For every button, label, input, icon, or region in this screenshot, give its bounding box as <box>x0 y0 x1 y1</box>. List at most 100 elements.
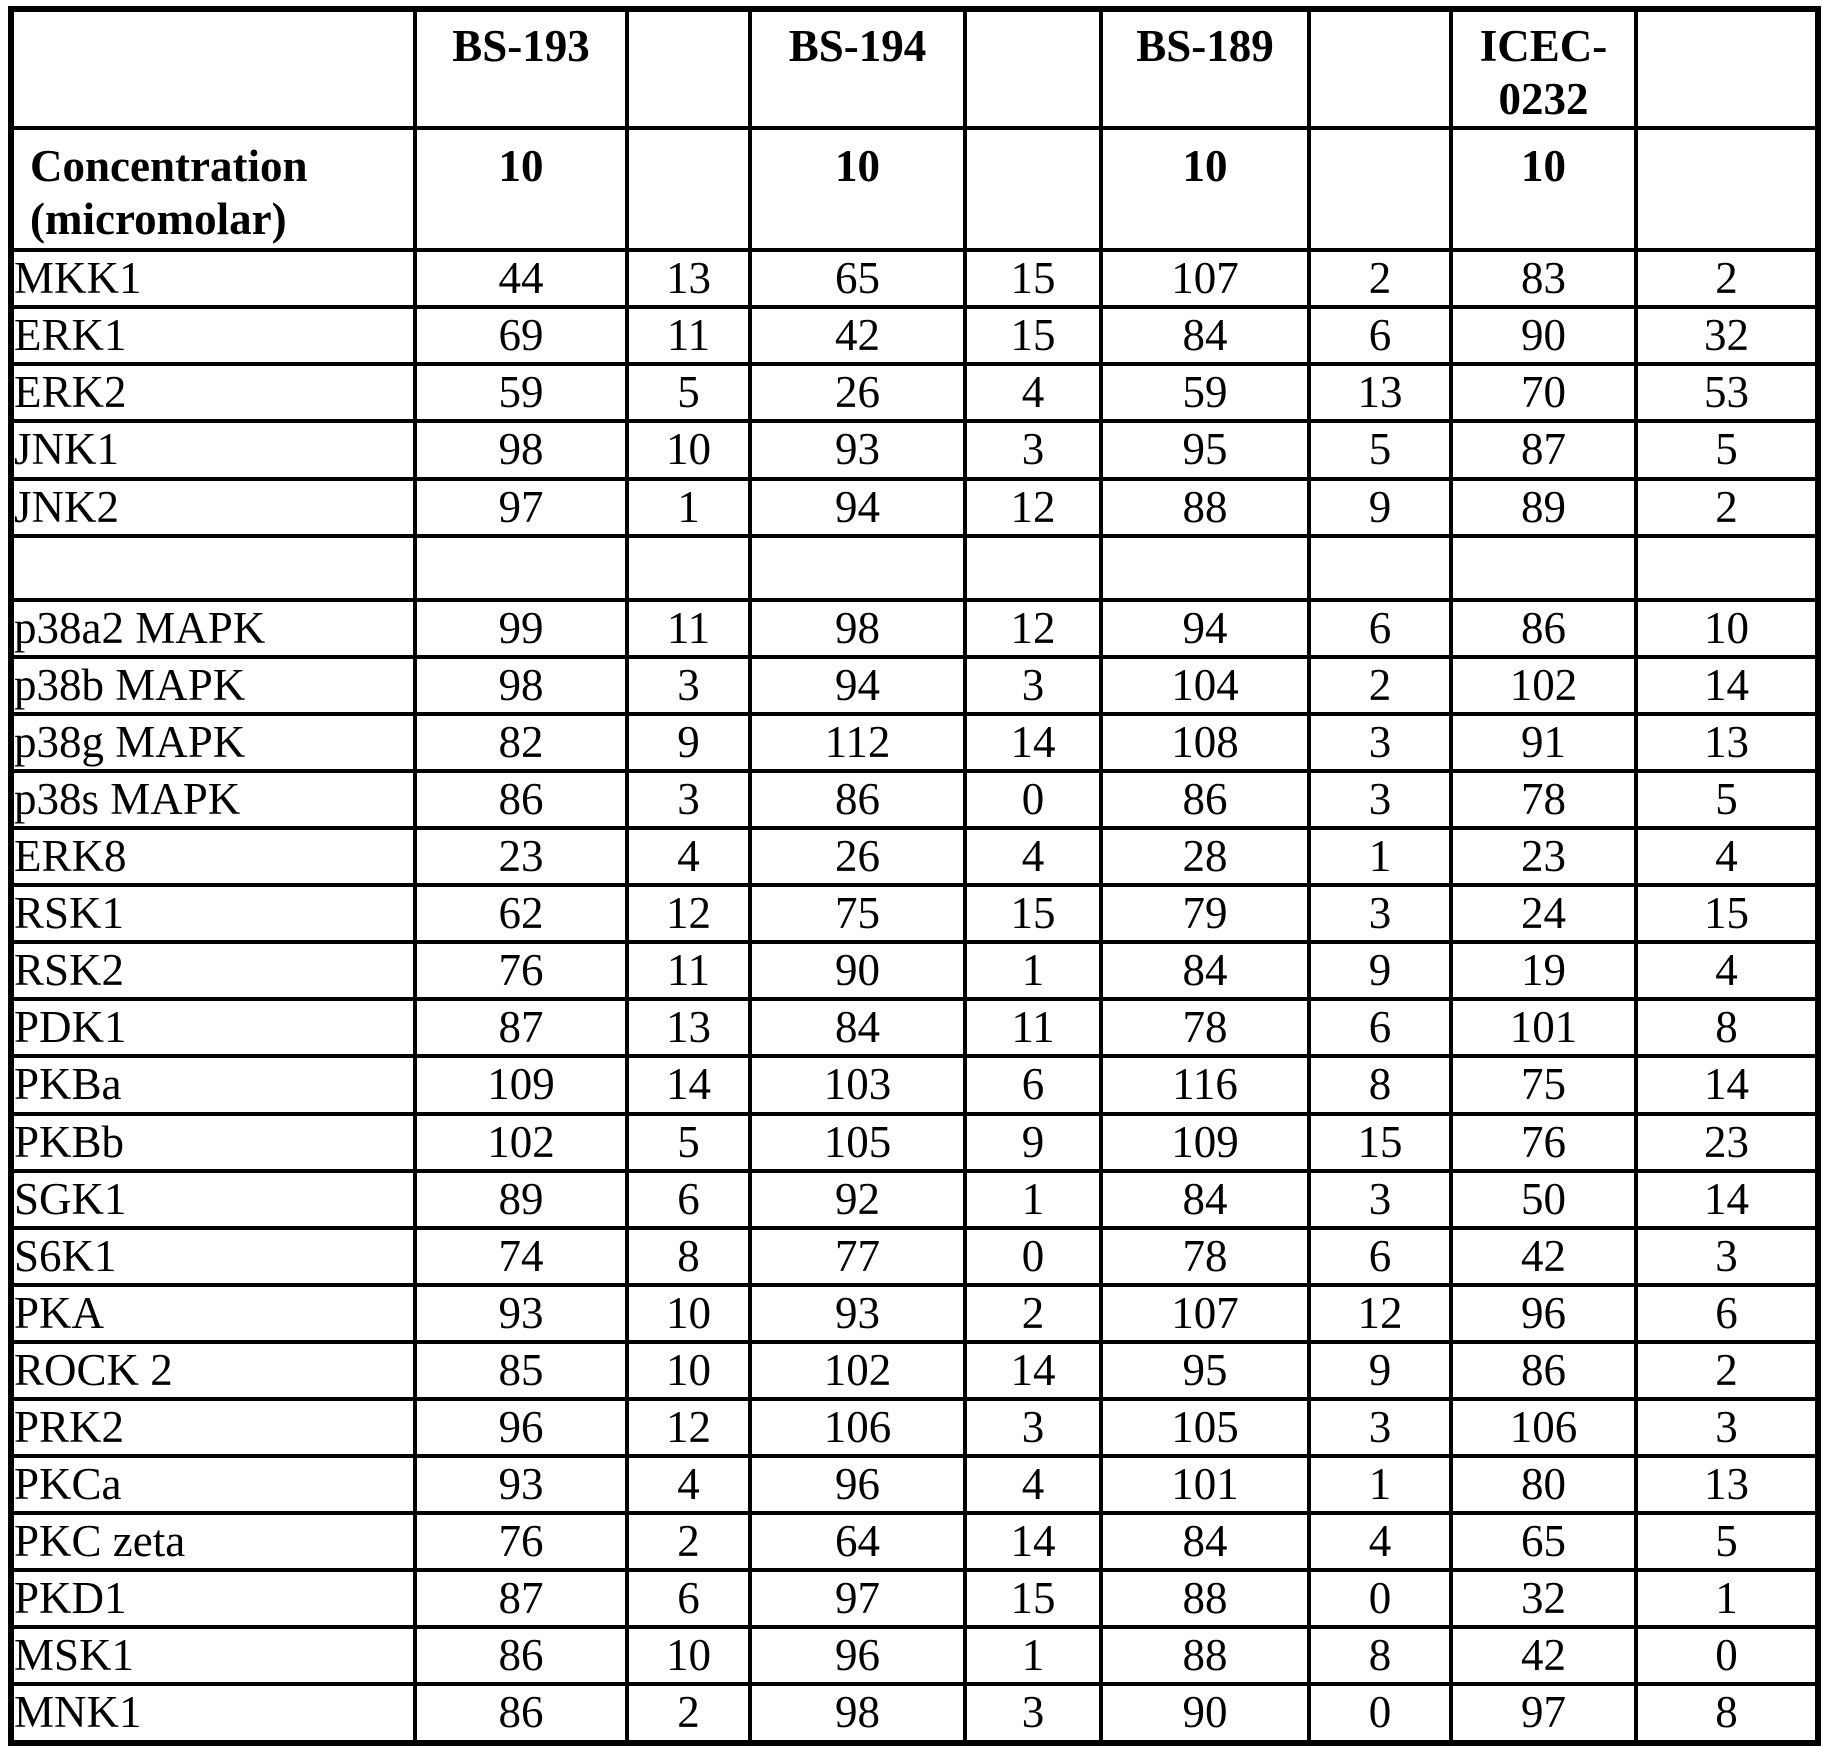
value-cell: 4 <box>1634 826 1820 888</box>
value-cell: 6 <box>625 1568 752 1630</box>
kinase-activity-table: BS-193 BS-194 BS-189 ICEC-0232 Concentra… <box>8 6 1821 1746</box>
value-cell: 13 <box>1307 362 1453 424</box>
value-cell: 4 <box>1634 940 1820 1002</box>
value-cell: 75 <box>748 883 967 945</box>
value-cell: 4 <box>1307 1511 1453 1573</box>
value-cell: 9 <box>963 1111 1103 1173</box>
value-cell: 12 <box>963 597 1103 659</box>
value-cell: 14 <box>963 1511 1103 1573</box>
kinase-name-cell: p38b MAPK <box>9 654 417 716</box>
value-cell: 0 <box>1634 1625 1820 1687</box>
value-cell: 3 <box>625 768 752 831</box>
value-cell: 84 <box>1099 1511 1311 1573</box>
value-cell: 8 <box>625 1225 752 1287</box>
kinase-name-cell: PDK1 <box>9 997 417 1059</box>
value-cell: 6 <box>1307 597 1453 659</box>
value-cell: 3 <box>1634 1225 1820 1287</box>
value-cell: 5 <box>625 1111 752 1173</box>
value-cell: 15 <box>963 248 1103 310</box>
kinase-name-cell: PKC zeta <box>9 1511 417 1573</box>
value-cell: 78 <box>1099 1225 1311 1287</box>
value-cell: 1 <box>1634 1568 1820 1630</box>
value-cell: 8 <box>1307 1054 1453 1116</box>
value-cell: 88 <box>1099 1568 1311 1630</box>
table-row: RSK1 62 12 75 15 79 3 24 15 <box>9 883 1820 945</box>
value-cell: 10 <box>625 1625 752 1687</box>
table-row: JNK1 98 10 93 3 95 5 87 5 <box>9 419 1820 481</box>
value-cell: 64 <box>748 1511 967 1573</box>
value-cell: 83 <box>1449 248 1638 310</box>
value-cell: 107 <box>1099 248 1311 310</box>
column-header-spacer <box>963 6 1103 131</box>
value-cell: 98 <box>413 419 629 481</box>
value-cell: 1 <box>963 1168 1103 1230</box>
value-cell: 3 <box>963 1396 1103 1459</box>
value-cell: 86 <box>1449 597 1638 659</box>
value-cell: 32 <box>1634 305 1820 367</box>
value-cell: 86 <box>413 768 629 831</box>
value-cell: 82 <box>413 711 629 773</box>
value-cell: 86 <box>1449 1339 1638 1401</box>
value-cell: 11 <box>625 940 752 1002</box>
value-cell: 96 <box>1449 1282 1638 1344</box>
value-cell: 9 <box>625 711 752 773</box>
value-cell <box>1634 533 1820 602</box>
value-cell: 5 <box>625 362 752 424</box>
value-cell: 2 <box>1634 476 1820 538</box>
table-row: ERK8 23 4 26 4 28 1 23 4 <box>9 826 1820 888</box>
concentration-value: 10 <box>413 126 629 253</box>
value-cell: 3 <box>1307 1168 1453 1230</box>
table-row: PKA 93 10 93 2 107 12 96 6 <box>9 1282 1820 1344</box>
concentration-value <box>1307 126 1453 253</box>
value-cell: 84 <box>1099 305 1311 367</box>
value-cell: 32 <box>1449 1568 1638 1630</box>
value-cell: 78 <box>1099 997 1311 1059</box>
value-cell: 3 <box>1307 883 1453 945</box>
value-cell: 88 <box>1099 1625 1311 1687</box>
kinase-name-cell: MNK1 <box>9 1682 417 1745</box>
value-cell: 84 <box>1099 1168 1311 1230</box>
value-cell: 42 <box>1449 1625 1638 1687</box>
value-cell: 5 <box>1634 768 1820 831</box>
value-cell: 3 <box>1307 711 1453 773</box>
table-row: PRK2 96 12 106 3 105 3 106 3 <box>9 1396 1820 1459</box>
value-cell: 1 <box>625 476 752 538</box>
value-cell: 96 <box>748 1625 967 1687</box>
value-cell: 3 <box>1634 1396 1820 1459</box>
column-header-bs-193: BS-193 <box>413 6 629 131</box>
value-cell: 13 <box>625 248 752 310</box>
value-cell: 87 <box>1449 419 1638 481</box>
value-cell: 12 <box>625 1396 752 1459</box>
kinase-name-cell <box>9 533 417 602</box>
table-row: ERK2 59 5 26 4 59 13 70 53 <box>9 362 1820 424</box>
value-cell: 96 <box>748 1454 967 1516</box>
kinase-name-cell: p38s MAPK <box>9 768 417 831</box>
value-cell <box>963 533 1103 602</box>
kinase-name-cell: S6K1 <box>9 1225 417 1287</box>
value-cell: 84 <box>1099 940 1311 1002</box>
column-header-spacer <box>1307 6 1453 131</box>
value-cell: 2 <box>1307 248 1453 310</box>
value-cell: 94 <box>748 476 967 538</box>
value-cell: 0 <box>963 768 1103 831</box>
kinase-name-cell: ERK8 <box>9 826 417 888</box>
value-cell: 11 <box>625 305 752 367</box>
value-cell: 76 <box>413 1511 629 1573</box>
table-row: PKD1 87 6 97 15 88 0 32 1 <box>9 1568 1820 1630</box>
table-row: PDK1 87 13 84 11 78 6 101 8 <box>9 997 1820 1059</box>
kinase-name-cell: JNK1 <box>9 419 417 481</box>
kinase-name-cell: RSK2 <box>9 940 417 1002</box>
value-cell: 10 <box>625 419 752 481</box>
value-cell: 75 <box>1449 1054 1638 1116</box>
value-cell: 0 <box>1307 1568 1453 1630</box>
value-cell: 13 <box>625 997 752 1059</box>
value-cell: 59 <box>413 362 629 424</box>
value-cell: 88 <box>1099 476 1311 538</box>
value-cell: 89 <box>1449 476 1638 538</box>
value-cell: 14 <box>963 711 1103 773</box>
value-cell: 107 <box>1099 1282 1311 1344</box>
value-cell: 2 <box>625 1511 752 1573</box>
value-cell: 77 <box>748 1225 967 1287</box>
value-cell: 76 <box>413 940 629 1002</box>
table-row: PKBa 109 14 103 6 116 8 75 14 <box>9 1054 1820 1116</box>
